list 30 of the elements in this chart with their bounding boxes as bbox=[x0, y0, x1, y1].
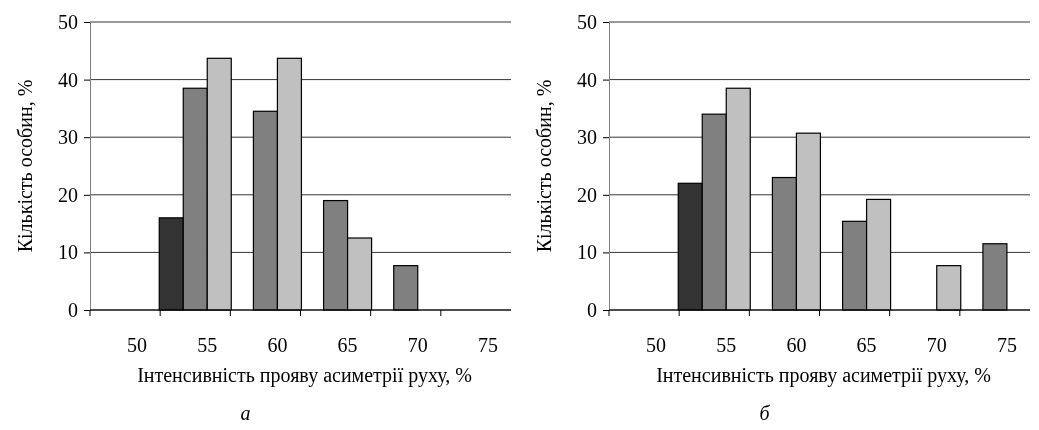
x-tick-label: 75 bbox=[477, 334, 498, 356]
x-tick-label: 60 bbox=[786, 334, 807, 356]
y-tick-label: 40 bbox=[577, 68, 597, 91]
x-axis-title: Інтенсивність прояву асиметрії руху, % bbox=[137, 364, 472, 387]
x-tick-label: 75 bbox=[996, 334, 1017, 356]
y-axis-title: Кількість особин, % bbox=[533, 79, 555, 253]
x-tick-label: 70 bbox=[407, 334, 428, 356]
x-tick-label: 50 bbox=[646, 334, 667, 356]
x-tick-label: 65 bbox=[856, 334, 877, 356]
y-tick-label: 30 bbox=[58, 126, 78, 149]
y-tick-label: 40 bbox=[58, 68, 78, 91]
x-tick-label: 50 bbox=[127, 334, 148, 356]
y-tick-label: 50 bbox=[58, 10, 78, 33]
x-tick-label: 65 bbox=[337, 334, 358, 356]
x-tick-label: 70 bbox=[926, 334, 947, 356]
x-tick-label: 60 bbox=[267, 334, 288, 356]
x-tick-label: 55 bbox=[197, 334, 218, 356]
y-tick-label: 0 bbox=[587, 298, 597, 321]
text: а bbox=[240, 402, 251, 424]
y-tick-label: 0 bbox=[68, 298, 78, 321]
x-axis-title: Інтенсивність прояву асиметрії руху, % bbox=[656, 364, 991, 387]
y-tick-label: 20 bbox=[58, 183, 78, 206]
y-tick-label: 30 bbox=[577, 126, 597, 149]
y-tick-label: 10 bbox=[58, 241, 78, 264]
y-axis-title: Кількість особин, % bbox=[14, 79, 36, 253]
y-tick-label: 50 bbox=[577, 10, 597, 33]
y-tick-label: 20 bbox=[577, 183, 597, 206]
x-tick-label: 55 bbox=[716, 334, 737, 356]
y-tick-label: 10 bbox=[577, 241, 597, 264]
text: б bbox=[759, 402, 771, 424]
